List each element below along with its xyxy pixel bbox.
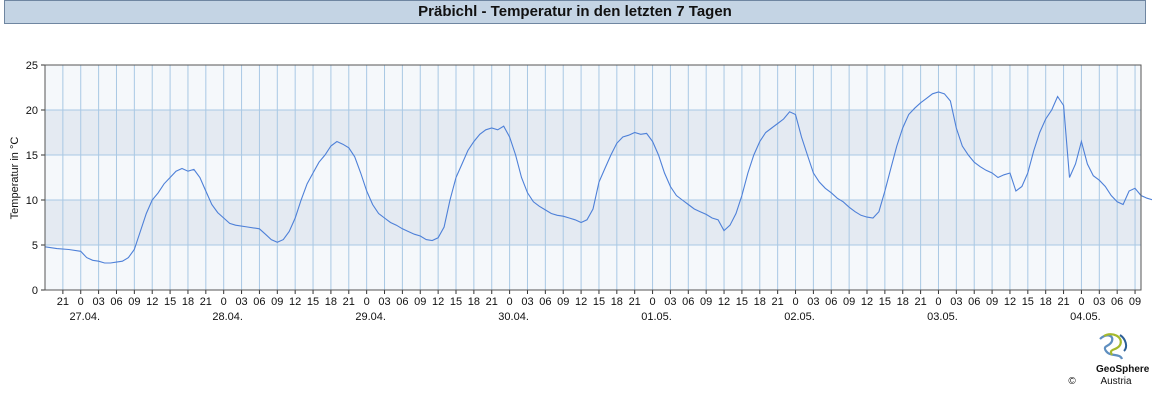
- x-tick-label: 12: [861, 296, 873, 308]
- y-tick-label: 10: [26, 195, 38, 207]
- x-tick-label: 21: [343, 296, 355, 308]
- x-tick-label: 12: [146, 296, 158, 308]
- logo-name: GeoSphere: [1096, 364, 1150, 375]
- x-tick-label: 0: [935, 296, 941, 308]
- x-tick-label: 03: [664, 296, 676, 308]
- x-tick-label: 06: [968, 296, 980, 308]
- x-tick-label: 0: [221, 296, 227, 308]
- x-tick-label: 09: [414, 296, 426, 308]
- x-tick-label: 21: [629, 296, 641, 308]
- axes: [44, 64, 1142, 291]
- x-tick-label: 09: [700, 296, 712, 308]
- y-tick-label: 5: [32, 240, 38, 252]
- x-tick-label: 0: [792, 296, 798, 308]
- x-tick-label: 21: [486, 296, 498, 308]
- x-tick-labels: 21 0 03 06 09 12 15 18 21 0 03 06 09 12 15 18 21 0 03 06 09 1…: [57, 296, 1141, 308]
- x-tick-label: 03: [378, 296, 390, 308]
- x-date-label: 30.04.: [498, 311, 529, 323]
- x-tick-label: 03: [950, 296, 962, 308]
- band-15-20: [45, 110, 1141, 155]
- x-date-label: 01.05.: [641, 311, 672, 323]
- y-tick-label: 25: [26, 60, 38, 72]
- x-tick-label: 15: [450, 296, 462, 308]
- series-line-temperatur: [44, 91, 1152, 264]
- logo-sub: Austria: [1100, 376, 1132, 387]
- x-tick-label: 21: [57, 296, 69, 308]
- x-tick-label: 18: [1040, 296, 1052, 308]
- chart-title: Präbichl - Temperatur in den letzten 7 T…: [4, 0, 1146, 24]
- geosphere-logo-icon: [1099, 333, 1128, 360]
- background-bands: [45, 65, 1141, 290]
- band-0-5: [45, 245, 1141, 290]
- x-date-label: 29.04.: [355, 311, 386, 323]
- x-date-label: 28.04.: [212, 311, 243, 323]
- y-tick-label: 15: [26, 150, 38, 162]
- x-tick-label: 15: [307, 296, 319, 308]
- series-layer: [44, 91, 1152, 264]
- x-tick-label: 0: [507, 296, 513, 308]
- x-tick-label: 21: [1057, 296, 1069, 308]
- y-axis-label: Temperatur in °C: [9, 137, 21, 220]
- x-tick-label: 09: [843, 296, 855, 308]
- x-tick-label: 12: [1004, 296, 1016, 308]
- x-tick-label: 15: [879, 296, 891, 308]
- x-tick-label: 0: [1078, 296, 1084, 308]
- x-tick-label: 0: [78, 296, 84, 308]
- x-tick-label: 21: [914, 296, 926, 308]
- x-date-label: 27.04.: [69, 311, 100, 323]
- x-tick-label: 15: [593, 296, 605, 308]
- x-tick-label: 03: [521, 296, 533, 308]
- x-tick-label: 15: [1022, 296, 1034, 308]
- x-tick-label: 18: [182, 296, 194, 308]
- x-tick-label: 18: [897, 296, 909, 308]
- x-tick-label: 18: [754, 296, 766, 308]
- x-tick-label: 03: [1093, 296, 1105, 308]
- x-tick-label: 06: [253, 296, 265, 308]
- x-tick-label: 0: [364, 296, 370, 308]
- vertical-gridlines: [62, 65, 1136, 294]
- x-tick-label: 09: [557, 296, 569, 308]
- x-tick-label: 12: [575, 296, 587, 308]
- x-tick-label: 18: [468, 296, 480, 308]
- x-tick-label: 0: [650, 296, 656, 308]
- y-tick-label: 0: [32, 285, 38, 297]
- x-tick-label: 21: [772, 296, 784, 308]
- x-tick-label: 18: [611, 296, 623, 308]
- x-tick-label: 12: [289, 296, 301, 308]
- plot-frame: [44, 64, 1142, 291]
- x-date-label: 04.05.: [1070, 311, 1101, 323]
- y-tick-label: 20: [26, 105, 38, 117]
- x-tick-label: 06: [825, 296, 837, 308]
- x-tick-label: 09: [986, 296, 998, 308]
- x-tick-label: 06: [396, 296, 408, 308]
- x-tick-label: 15: [736, 296, 748, 308]
- band-10-15: [45, 155, 1141, 200]
- x-tick-label: 15: [164, 296, 176, 308]
- x-tick-label: 03: [807, 296, 819, 308]
- logo-copyright: ©: [1068, 376, 1076, 387]
- x-tick-label: 09: [128, 296, 140, 308]
- x-tick-label: 03: [92, 296, 104, 308]
- x-tick-label: 06: [539, 296, 551, 308]
- x-tick-label: 09: [271, 296, 283, 308]
- x-tick-label: 03: [235, 296, 247, 308]
- x-tick-label: 06: [1111, 296, 1123, 308]
- x-tick-label: 12: [432, 296, 444, 308]
- band-20-25: [45, 65, 1141, 110]
- x-tick-label: 12: [718, 296, 730, 308]
- x-tick-label: 09: [1129, 296, 1141, 308]
- x-tick-label: 21: [200, 296, 212, 308]
- x-tick-label: 06: [682, 296, 694, 308]
- x-tick-label: 18: [325, 296, 337, 308]
- y-tick-labels: 0 5 10 15 20 25: [26, 60, 38, 297]
- x-date-label: 02.05.: [784, 311, 815, 323]
- x-date-label: 03.05.: [927, 311, 958, 323]
- x-date-labels: 27.04. 28.04. 29.04. 30.04. 01.05. 02.05. 03.0…: [69, 311, 1100, 323]
- x-tick-label: 06: [110, 296, 122, 308]
